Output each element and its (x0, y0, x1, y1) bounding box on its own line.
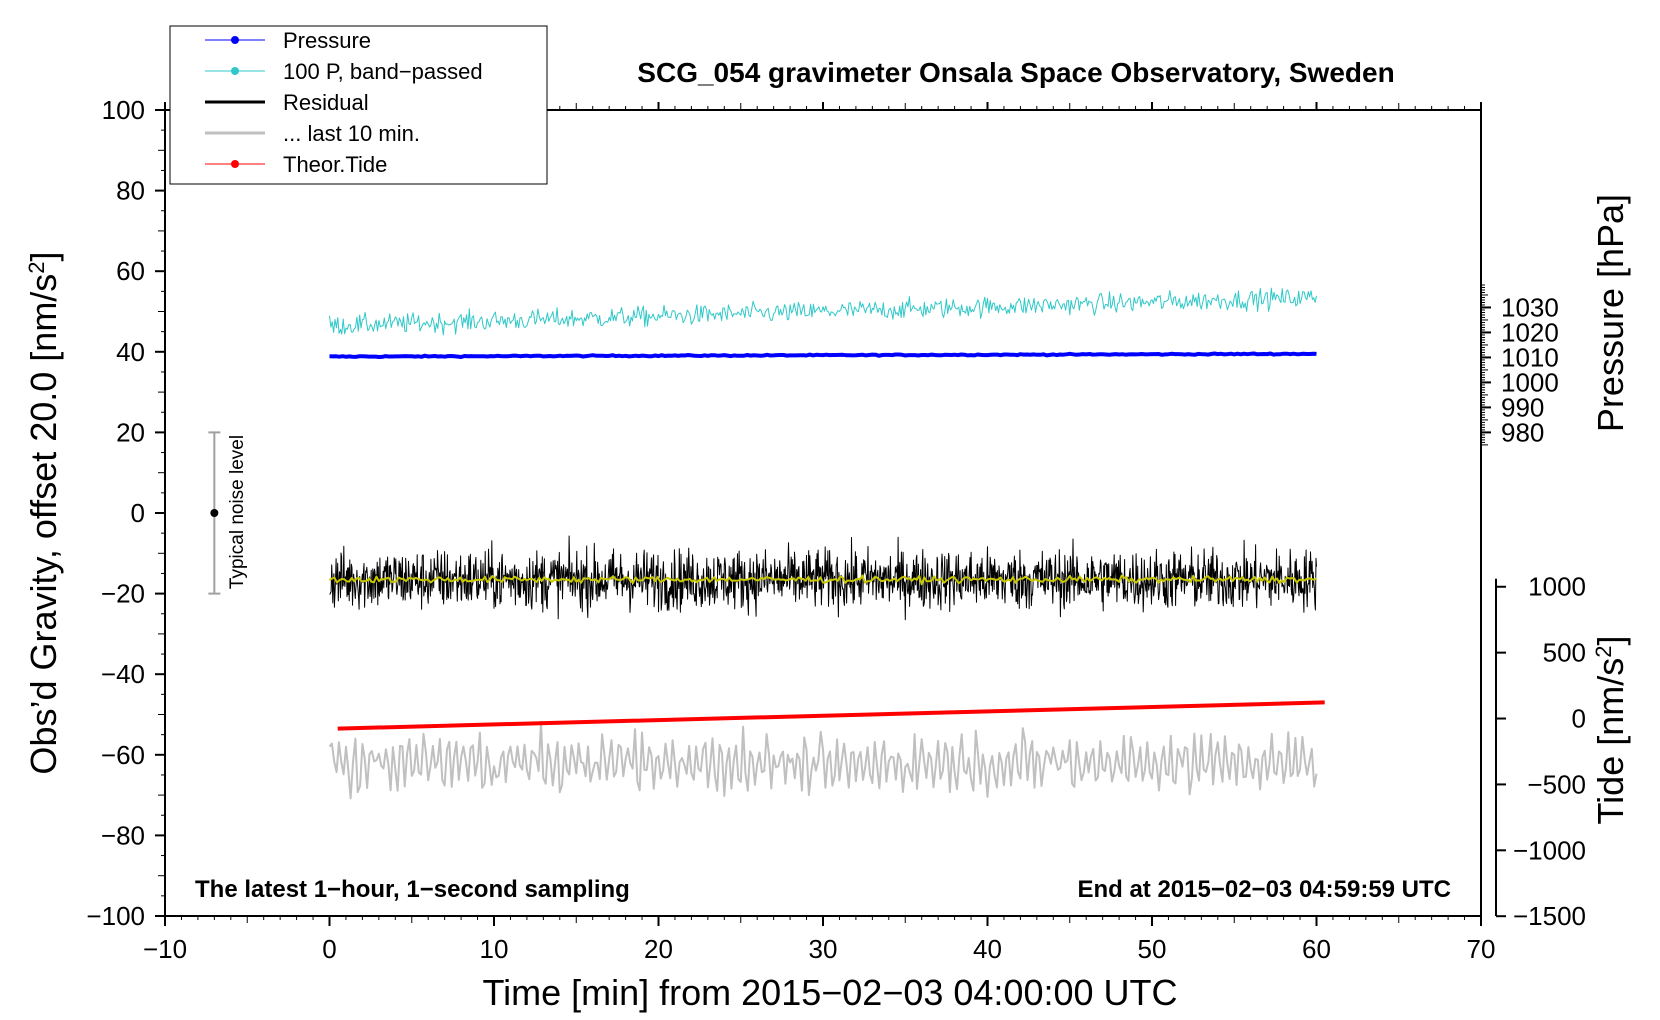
noise-level-label: Typical noise level (227, 435, 248, 589)
x-tick-label: 30 (809, 934, 838, 964)
ticks-layer: −10 0 10 20 30 40 50 60 70−100−80−60−40−20020406… (86, 95, 1586, 964)
x-tick-label: 70 (1467, 934, 1496, 964)
y-axis-title-pressure: Pressure [hPa] (1590, 194, 1631, 432)
pressure-tick-label: 1020 (1501, 317, 1559, 347)
series-last-10-min (328, 720, 1318, 800)
tide-tick-label: −500 (1527, 769, 1586, 799)
y-tick-label: 100 (102, 95, 145, 125)
chart-title: SCG_054 gravimeter Onsala Space Observat… (637, 57, 1394, 88)
pressure-tick-label: 1000 (1501, 367, 1559, 397)
tide-tick-label: 1000 (1528, 572, 1586, 602)
x-tick-label: 0 (322, 934, 336, 964)
series-pressure (329, 351, 1317, 359)
annotation-end-time: End at 2015−02−03 04:59:59 UTC (1077, 876, 1451, 903)
legend-label: ... last 10 min. (283, 121, 420, 146)
y-tick-label: 0 (131, 498, 145, 528)
x-tick-label: 60 (1302, 934, 1331, 964)
noise-bar-center (210, 509, 219, 517)
pressure-tick-label: 1010 (1501, 342, 1559, 372)
y-tick-label: −100 (86, 901, 145, 931)
x-tick-label: 50 (1138, 934, 1167, 964)
tide-tick-label: 0 (1572, 704, 1586, 734)
x-tick-label: 20 (644, 934, 673, 964)
noise-level-bar (208, 431, 221, 595)
y-tick-label: 40 (116, 337, 145, 367)
x-tick-label: 10 (480, 934, 509, 964)
legend-label: Residual (283, 90, 369, 115)
y-tick-label: 20 (116, 417, 145, 447)
legend-box (169, 25, 548, 185)
tide-tick-label: 500 (1543, 638, 1586, 668)
legend-marker (231, 36, 239, 44)
legend-marker (231, 67, 239, 75)
pressure-tick-label: 990 (1501, 392, 1544, 422)
legend-label: 100 P, band−passed (283, 59, 483, 84)
x-tick-label: 40 (973, 934, 1002, 964)
series-pressure-bandpassed (329, 287, 1317, 336)
x-axis-title: Time [min] from 2015−02−03 04:00:00 UTC (482, 972, 1177, 1013)
y-axis-title-left: Obs’d Gravity, offset 20.0 [nm/s2] (23, 251, 64, 774)
y-axis-title-tide: Tide [nm/s2] (1590, 636, 1631, 825)
y-tick-label: −20 (101, 579, 145, 609)
tide-tick-label: −1500 (1513, 901, 1586, 931)
series-layer (328, 287, 1325, 800)
y-tick-label: 60 (116, 256, 145, 286)
legend: Pressure 100 P, band−passed Residual ... la… (169, 25, 548, 185)
y-tick-label: −40 (101, 659, 145, 689)
series-residual (329, 535, 1317, 621)
pressure-tick-label: 1030 (1501, 292, 1559, 322)
legend-label: Pressure (283, 28, 371, 53)
series-theor-tide (337, 700, 1325, 731)
y-tick-label: −60 (101, 740, 145, 770)
legend-marker (231, 160, 239, 168)
annotation-sampling: The latest 1−hour, 1−second sampling (195, 876, 630, 903)
pressure-tick-label: 980 (1501, 417, 1544, 447)
y-tick-label: 80 (116, 176, 145, 206)
tide-tick-label: −1000 (1513, 835, 1586, 865)
y-tick-label: −80 (101, 820, 145, 850)
legend-label: Theor.Tide (283, 152, 387, 177)
x-tick-label: −10 (143, 934, 187, 964)
series-residual-smoothed (328, 574, 1317, 586)
